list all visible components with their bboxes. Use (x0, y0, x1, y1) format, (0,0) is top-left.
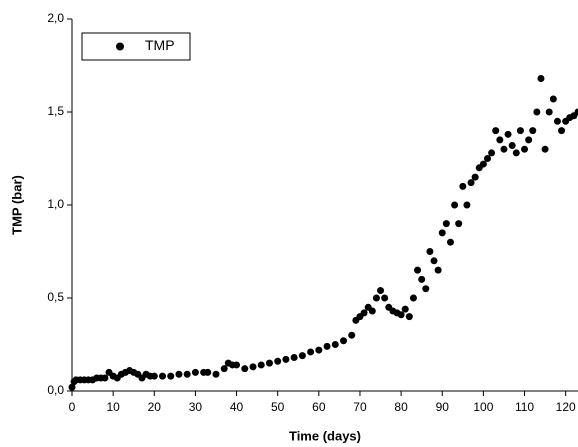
point (521, 145, 529, 153)
point (368, 307, 376, 315)
x-tick-label: 120 (556, 400, 576, 414)
point (265, 359, 273, 367)
point (298, 352, 306, 360)
point (512, 149, 520, 157)
point (233, 361, 241, 369)
point (451, 201, 459, 209)
point (409, 294, 417, 302)
point (455, 220, 463, 228)
point (340, 337, 348, 345)
point (315, 346, 323, 354)
point (220, 365, 228, 373)
point (397, 311, 405, 319)
point (541, 145, 549, 153)
point (558, 127, 566, 135)
point (159, 372, 167, 380)
point (372, 294, 380, 302)
x-tick-label: 80 (394, 400, 408, 414)
point (101, 374, 109, 382)
point (381, 294, 389, 302)
point (422, 285, 430, 293)
x-axis-title: Time (days) (289, 428, 361, 443)
point (442, 220, 450, 228)
point (377, 287, 385, 295)
x-tick-label: 100 (473, 400, 493, 414)
legend-label: TMP (145, 37, 175, 53)
point (360, 309, 368, 317)
y-tick-label: 0,0 (47, 383, 64, 397)
point (68, 383, 76, 391)
point (525, 136, 533, 144)
point (549, 95, 557, 103)
point (183, 370, 191, 378)
point (414, 266, 422, 274)
point (405, 313, 413, 321)
point (545, 108, 553, 116)
point (257, 361, 265, 369)
point (463, 201, 471, 209)
point (508, 141, 516, 149)
point (459, 182, 467, 190)
y-tick-label: 1,5 (47, 104, 64, 118)
point (191, 368, 199, 376)
point (167, 372, 175, 380)
point (150, 372, 158, 380)
point (533, 108, 541, 116)
y-tick-label: 0,5 (47, 290, 64, 304)
point (434, 266, 442, 274)
point (204, 368, 212, 376)
x-tick-label: 10 (106, 400, 120, 414)
point (212, 370, 220, 378)
point (529, 127, 537, 135)
point (418, 275, 426, 283)
y-tick-label: 2,0 (47, 11, 64, 25)
point (553, 117, 561, 125)
point (446, 238, 454, 246)
point (331, 341, 339, 348)
point (323, 342, 331, 350)
point (516, 127, 524, 135)
point (426, 248, 434, 255)
x-tick-label: 30 (189, 400, 203, 414)
point (467, 179, 475, 187)
x-tick-label: 90 (436, 400, 450, 414)
x-tick-label: 20 (148, 400, 162, 414)
point (471, 173, 479, 181)
x-tick-label: 50 (271, 400, 285, 414)
point (249, 363, 257, 371)
x-tick-label: 0 (69, 400, 76, 414)
legend-marker (116, 42, 124, 51)
x-tick-label: 40 (230, 400, 244, 414)
point (492, 127, 500, 135)
point (574, 108, 578, 116)
point (500, 145, 508, 153)
point (307, 348, 315, 356)
point (430, 257, 438, 265)
point (290, 354, 298, 362)
point (274, 357, 282, 365)
x-tick-label: 70 (353, 400, 367, 414)
point (175, 370, 183, 378)
point (496, 136, 504, 144)
y-tick-label: 1,0 (47, 197, 64, 211)
legend-box (81, 32, 191, 61)
x-tick-label: 60 (312, 400, 326, 414)
x-tick-label: 110 (515, 400, 534, 414)
y-axis-title: TMP (bar) (9, 175, 24, 235)
point (438, 229, 446, 237)
point (504, 130, 512, 138)
point (488, 149, 496, 157)
point (479, 160, 487, 168)
point (282, 355, 290, 363)
point (241, 365, 249, 373)
point (483, 155, 491, 162)
point (348, 331, 356, 339)
point (401, 305, 409, 313)
point (537, 75, 545, 83)
